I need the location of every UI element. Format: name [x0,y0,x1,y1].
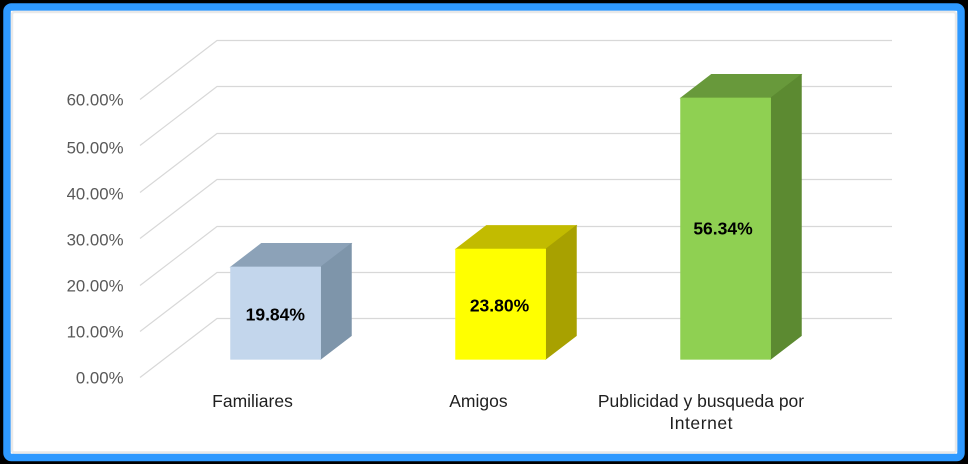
svg-text:40.00%: 40.00% [67,185,124,204]
svg-text:10.00%: 10.00% [67,323,124,342]
svg-text:56.34%: 56.34% [693,219,753,239]
svg-text:Amigos: Amigos [449,391,508,411]
svg-text:19.84%: 19.84% [246,304,306,324]
svg-text:Familiares: Familiares [212,391,293,411]
svg-text:23.80%: 23.80% [470,296,530,316]
svg-text:50.00%: 50.00% [67,139,124,158]
svg-text:Internet: Internet [669,413,733,433]
svg-text:20.00%: 20.00% [67,277,124,296]
svg-text:30.00%: 30.00% [67,231,124,250]
svg-text:Publicidad y busqueda por: Publicidad y busqueda por [598,391,804,411]
svg-text:0.00%: 0.00% [76,369,124,388]
svg-text:60.00%: 60.00% [67,91,124,110]
